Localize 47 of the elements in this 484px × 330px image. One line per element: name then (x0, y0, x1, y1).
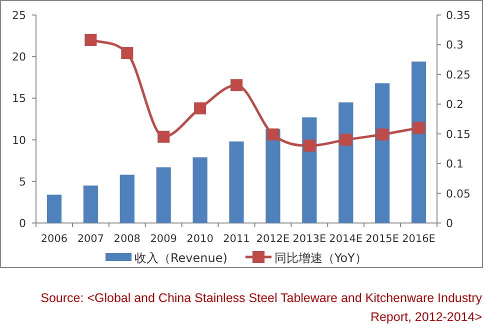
point (412, 122, 425, 134)
bar (156, 167, 171, 223)
y2-tick-label: 0.15 (446, 128, 470, 141)
y-tick-label: 15 (12, 92, 26, 106)
x-tick-label: 2008 (114, 233, 141, 245)
bar (192, 157, 208, 223)
x-tick-label: 2010 (186, 233, 214, 245)
legend-label: 收入（Revenue) (134, 251, 228, 265)
bar (338, 102, 354, 223)
y2-tick-label: 0.25 (446, 68, 470, 82)
y2-tick-label: 0 (446, 217, 453, 230)
y2-tick-label: 0.3 (446, 38, 464, 52)
x-tick-label: 2014E (329, 233, 363, 245)
bar (46, 194, 62, 223)
y2-tick-label: 0.1 (446, 158, 464, 171)
point (376, 128, 388, 140)
y-tick-label: 5 (19, 175, 26, 188)
point (158, 130, 170, 143)
y2-tick-label: 0.2 (446, 98, 464, 112)
y-tick-label: 0 (19, 217, 26, 230)
y-tick-label: 20 (12, 50, 26, 64)
bar (411, 62, 426, 223)
y-tick-label: 25 (12, 9, 26, 22)
x-tick-label: 2016E (402, 233, 436, 245)
point (340, 134, 352, 146)
point (266, 128, 279, 140)
bar (83, 186, 98, 223)
x-tick-label: 2013E (292, 233, 326, 245)
source-note: Source: <Global and China Stainless Steel Tableware and Kitchenware Industry Report, 2012-2014> (40, 290, 482, 326)
x-tick-label: 2011 (223, 233, 250, 245)
point (194, 102, 206, 114)
x-tick-label: 2009 (150, 233, 177, 245)
x-tick-label: 2015E (366, 233, 399, 245)
y-tick-label: 10 (12, 134, 26, 147)
y2-tick-label: 0.35 (446, 9, 470, 22)
legend-label: 同比增速（YoY） (274, 251, 367, 265)
x-tick-label: 2006 (40, 233, 68, 245)
bar (375, 83, 390, 223)
bar (229, 141, 244, 223)
x-tick-label: 2012E (256, 233, 290, 245)
x-tick-label: 2007 (77, 233, 104, 245)
y2-tick-label: 0.05 (446, 187, 470, 200)
bar (120, 174, 134, 223)
point (121, 47, 134, 60)
point (303, 140, 316, 152)
point (230, 79, 242, 92)
point (84, 34, 97, 46)
